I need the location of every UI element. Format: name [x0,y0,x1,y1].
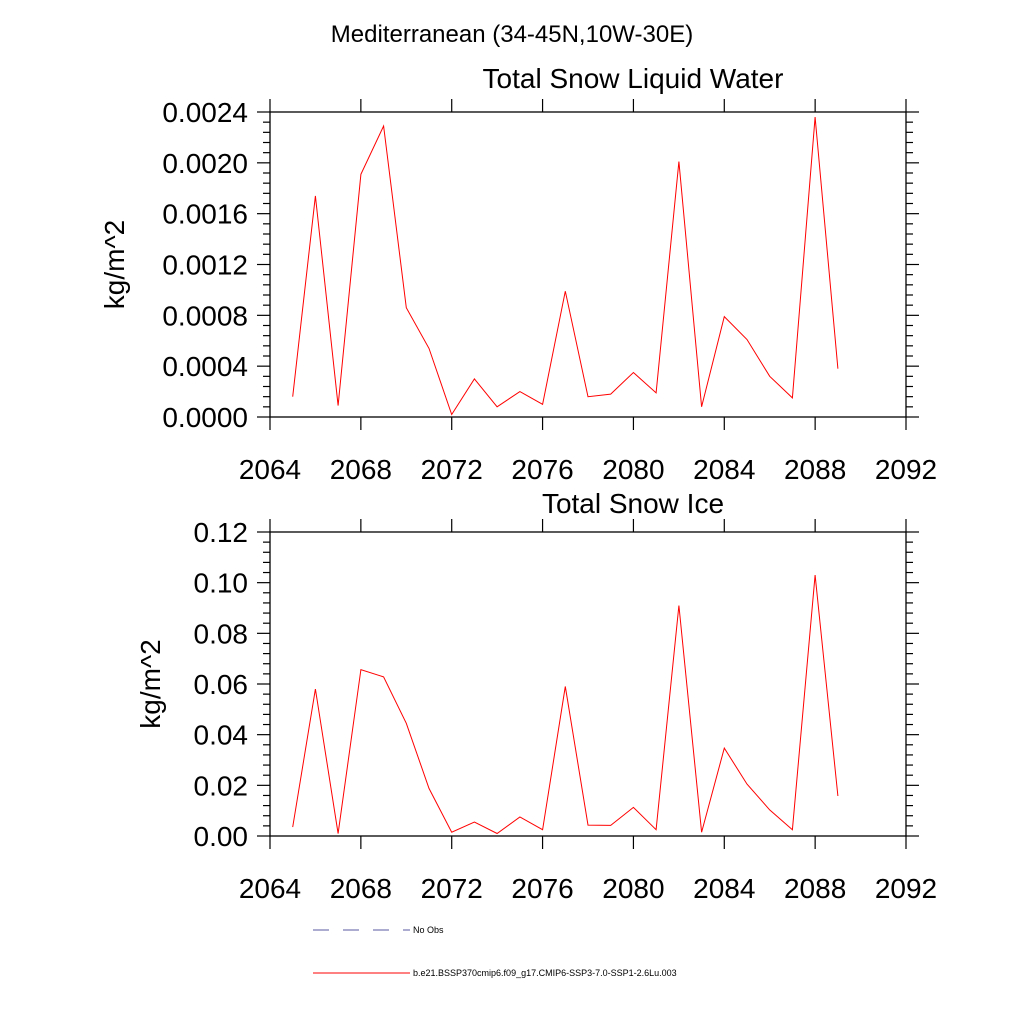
x-tick-label: 2072 [421,454,483,485]
y-axis-label: kg/m^2 [99,220,130,309]
panel-snow-liquid-water: Total Snow Liquid Water 0.0000 0.0004 0.000… [99,63,937,485]
x-tick-label: 2092 [875,454,937,485]
plot-frame [269,111,907,418]
y-tick-label: 0.0024 [162,97,248,128]
x-tick-label: 2068 [330,873,392,904]
series-line [292,575,839,835]
y-tick-label: 0.10 [194,568,249,599]
legend: No Obs b.e21.BSSP370cmip6.f09_g17.CMIP6-… [313,925,677,978]
y-tick-label: 0.04 [194,720,249,751]
x-tick-label: 2072 [421,873,483,904]
y-tick-label: 0.0016 [162,199,248,230]
panel-snow-ice: Total Snow Ice 0.00 0.02 0.04 0.06 0.08 0.10 0.… [135,488,937,904]
y-tick-label: 0.06 [194,669,249,700]
y-axis-label: kg/m^2 [135,639,166,728]
y-tick-label: 0.0008 [162,300,248,331]
chart-title: Total Snow Ice [542,488,724,519]
x-tick-label: 2064 [239,454,301,485]
x-tick-label: 2076 [511,873,573,904]
x-tick-label: 2088 [784,873,846,904]
series-line [292,117,839,416]
x-tick-label: 2080 [602,454,664,485]
legend-label-model-run: b.e21.BSSP370cmip6.f09_g17.CMIP6-SSP3-7.… [413,968,677,978]
y-tick-label: 0.08 [194,618,249,649]
y-tick-label: 0.0020 [162,148,248,179]
y-tick-label: 0.0000 [162,402,248,433]
y-tick-label: 0.02 [194,770,249,801]
page-title: Mediterranean (34-45N,10W-30E) [331,21,693,48]
x-tick-label: 2084 [693,873,755,904]
y-tick-label: 0.0012 [162,250,248,281]
legend-label-no-obs: No Obs [413,925,444,935]
legend-item-model-run: b.e21.BSSP370cmip6.f09_g17.CMIP6-SSP3-7.… [313,968,677,978]
chart-title: Total Snow Liquid Water [483,63,784,94]
x-tick-label: 2080 [602,873,664,904]
x-tick-label: 2088 [784,454,846,485]
x-tick-label: 2084 [693,454,755,485]
x-tick-label: 2092 [875,873,937,904]
y-tick-label: 0.12 [194,517,249,548]
legend-item-no-obs: No Obs [313,925,444,935]
plot-frame [269,531,907,837]
y-tick-label: 0.00 [194,821,249,852]
x-tick-label: 2068 [330,454,392,485]
x-tick-label: 2076 [511,454,573,485]
x-tick-label: 2064 [239,873,301,904]
y-tick-label: 0.0004 [162,351,248,382]
